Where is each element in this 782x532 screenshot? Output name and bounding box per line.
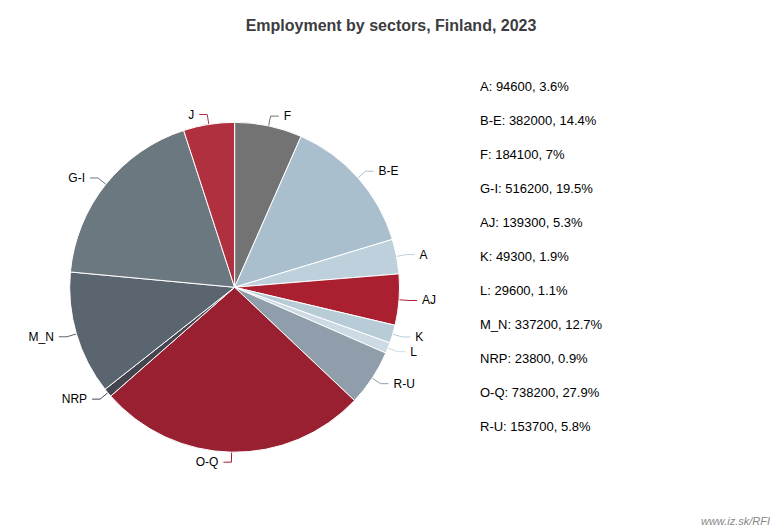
svg-text:A: 94600, 3.6%: A: 94600, 3.6%: [480, 79, 569, 94]
svg-text:B-E: 382000, 14.4%: B-E: 382000, 14.4%: [480, 113, 597, 128]
svg-text:R-U: 153700, 5.8%: R-U: 153700, 5.8%: [480, 419, 591, 434]
svg-text:M_N: M_N: [28, 330, 53, 344]
svg-text:NRP: NRP: [62, 392, 87, 406]
svg-text:J: J: [188, 108, 194, 122]
svg-text:A: A: [419, 248, 427, 262]
svg-text:AJ: AJ: [422, 293, 436, 307]
svg-text:O-Q: O-Q: [196, 455, 219, 469]
svg-text:L: 29600, 1.1%: L: 29600, 1.1%: [480, 283, 568, 298]
svg-text:F: F: [284, 109, 291, 123]
svg-text:G-I: G-I: [68, 171, 85, 185]
svg-text:K: K: [415, 330, 423, 344]
svg-text:F: 184100, 7%: F: 184100, 7%: [480, 147, 565, 162]
svg-text:O-Q: 738200, 27.9%: O-Q: 738200, 27.9%: [480, 385, 600, 400]
svg-text:K: 49300, 1.9%: K: 49300, 1.9%: [480, 249, 569, 264]
svg-text:M_N: 337200, 12.7%: M_N: 337200, 12.7%: [480, 317, 603, 332]
svg-text:www.iz.sk/RFI: www.iz.sk/RFI: [701, 515, 770, 527]
svg-text:B-E: B-E: [378, 164, 398, 178]
svg-text:L: L: [410, 345, 417, 359]
svg-text:NRP: 23800, 0.9%: NRP: 23800, 0.9%: [480, 351, 588, 366]
svg-text:R-U: R-U: [394, 377, 415, 391]
svg-text:G-I: 516200, 19.5%: G-I: 516200, 19.5%: [480, 181, 593, 196]
svg-text:Employment by sectors, Finland: Employment by sectors, Finland, 2023: [246, 17, 537, 34]
svg-text:AJ: 139300, 5.3%: AJ: 139300, 5.3%: [480, 215, 583, 230]
